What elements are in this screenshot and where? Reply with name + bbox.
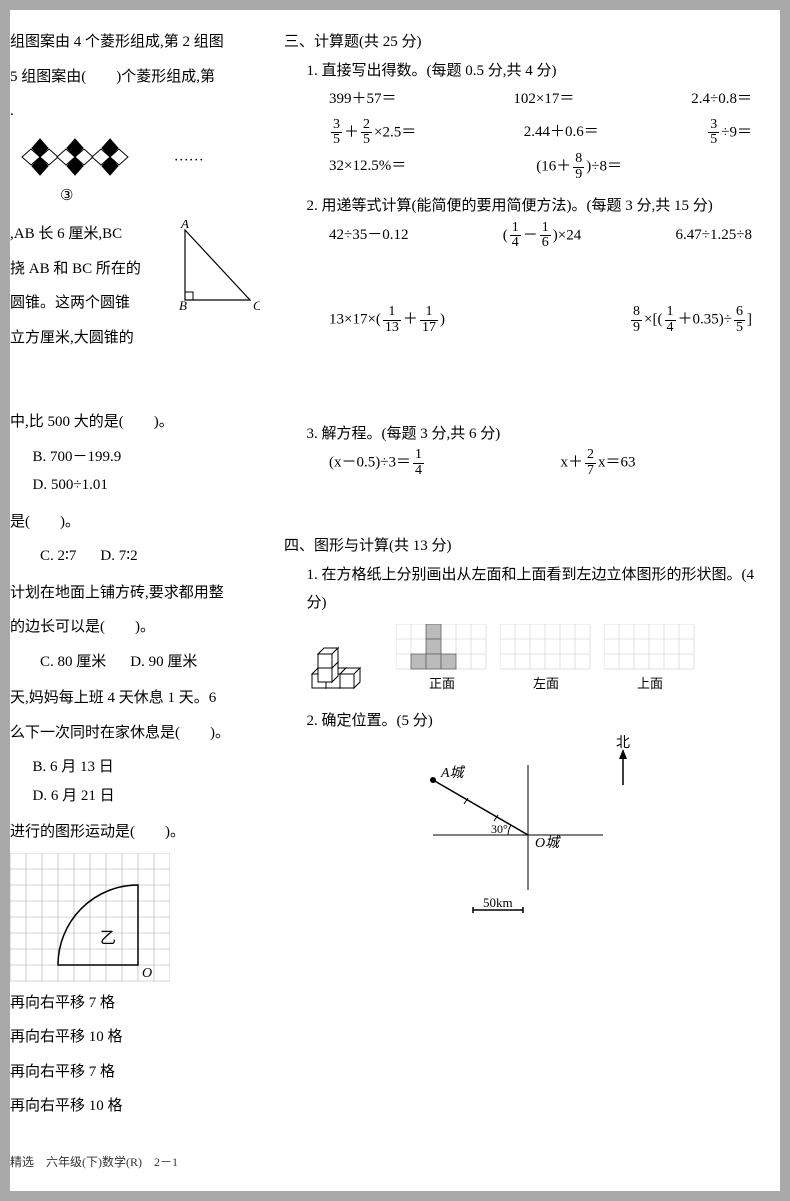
compass-figure: 北 A城 30° O城 50km <box>284 735 762 925</box>
tile-stem-1: 计划在地面上铺方砖,要求都用整 <box>10 579 260 608</box>
calc-3a: 32×12.5%＝ <box>329 152 406 182</box>
tile-stem-2: 的边长可以是( )。 <box>10 613 260 642</box>
ratio-stem: 是( )。 <box>10 508 260 537</box>
calc-1a: 399＋57＝ <box>329 85 397 114</box>
cone-text-3: 圆锥。这两个圆锥 <box>10 289 167 318</box>
left-column: 组图案由 4 个菱形组成,第 2 组图 5 组图案由( )个菱形组成,第 . <box>10 28 260 1173</box>
calc-3b: (16＋89)÷8＝ <box>536 152 622 182</box>
eqn-1: (x－0.5)÷3＝14 <box>329 448 531 478</box>
svg-text:O城: O城 <box>535 835 561 851</box>
views-row: 正面 左面 <box>304 624 762 697</box>
calc-1b: 102×17＝ <box>513 85 574 114</box>
opt-b-jun13: B. 6 月 13 日 <box>10 753 260 782</box>
svg-text:乙: 乙 <box>100 930 116 947</box>
q3-2-stem: 2. 用递等式计算(能简便的要用简便方法)。(每题 3 分,共 15 分) <box>284 192 762 221</box>
cone-text-4: 立方厘米,大圆锥的 <box>10 324 167 353</box>
svg-text:C: C <box>253 298 260 313</box>
svg-text:B: B <box>179 298 187 313</box>
eqn-2: x＋27x＝63 <box>561 448 763 478</box>
move-2: 再向右平移 10 格 <box>10 1023 260 1052</box>
move-1: 再向右平移 7 格 <box>10 989 260 1018</box>
page-footer: 精选 六年级(下)数学(R) 2－1 <box>10 1151 260 1174</box>
svg-text:30°: 30° <box>491 822 508 836</box>
rest-stem-2: 么下一次同时在家休息是( )。 <box>10 719 260 748</box>
opt-b-700: B. 700－199.9 <box>10 443 260 472</box>
opt-d-90cm: D. 90 厘米 <box>130 648 197 677</box>
opt-d-72: D. 7∶2 <box>100 542 137 571</box>
calc-5a: 13×17×(113＋117) <box>329 305 526 335</box>
section-4-title: 四、图形与计算(共 13 分) <box>284 532 762 561</box>
q3-1-stem: 1. 直接写出得数。(每题 0.5 分,共 4 分) <box>284 57 762 86</box>
pattern-text-1: 组图案由 4 个菱形组成,第 2 组图 <box>10 28 260 57</box>
section-3-title: 三、计算题(共 25 分) <box>284 28 762 57</box>
opt-c-27: C. 2∶7 <box>40 542 76 571</box>
label-top: 上面 <box>604 672 696 697</box>
label-left: 左面 <box>500 672 592 697</box>
opt-d-jun21: D. 6 月 21 日 <box>10 782 260 811</box>
move-4: 再向右平移 10 格 <box>10 1092 260 1121</box>
cone-text-2: 挠 AB 和 BC 所在的 <box>10 255 167 284</box>
svg-text:50km: 50km <box>483 895 513 910</box>
svg-text:O: O <box>142 966 152 981</box>
move-3: 再向右平移 7 格 <box>10 1058 260 1087</box>
gt500-stem: 中,比 500 大的是( )。 <box>10 408 260 437</box>
quarter-circle-grid: 乙 O <box>10 853 170 983</box>
svg-text:北: 北 <box>616 735 630 751</box>
q4-1-stem: 1. 在方格纸上分别画出从左面和上面看到左边立体图形的形状图。(4 分) <box>284 561 762 618</box>
calc-5b: 89×[(14＋0.35)÷65] <box>556 305 763 335</box>
rest-stem-1: 天,妈妈每上班 4 天休息 1 天。6 <box>10 684 260 713</box>
svg-text:A: A <box>180 220 189 231</box>
svg-text:A城: A城 <box>440 765 466 781</box>
cone-text-1: ,AB 长 6 厘米,BC <box>10 220 167 249</box>
q4-2-stem: 2. 确定位置。(5 分) <box>284 707 762 736</box>
diamond-pattern: …… ③ <box>20 132 260 211</box>
calc-2b: 2.44＋0.6＝ <box>524 118 599 148</box>
right-column: 三、计算题(共 25 分) 1. 直接写出得数。(每题 0.5 分,共 4 分)… <box>284 28 762 1173</box>
pattern-text-3: . <box>10 97 260 126</box>
opt-c-80cm: C. 80 厘米 <box>40 648 106 677</box>
calc-4c: 6.47÷1.25÷8 <box>676 221 752 251</box>
ellipsis: …… <box>174 148 204 164</box>
calc-1c: 2.4÷0.8＝ <box>691 85 752 114</box>
circled-3: ③ <box>20 182 260 211</box>
triangle-figure: A B C <box>175 220 260 315</box>
calc-4a: 42÷35－0.12 <box>329 221 408 251</box>
pattern-text-2: 5 组图案由( )个菱形组成,第 <box>10 63 260 92</box>
calc-2c: 35÷9＝ <box>706 118 752 148</box>
label-front: 正面 <box>396 672 488 697</box>
calc-4b: (14－16)×24 <box>503 221 581 251</box>
transform-stem: 进行的图形运动是( )。 <box>10 818 260 847</box>
opt-d-500: D. 500÷1.01 <box>10 471 260 500</box>
q3-3-stem: 3. 解方程。(每题 3 分,共 6 分) <box>284 420 762 449</box>
calc-2a: 35＋25×2.5＝ <box>329 118 416 148</box>
